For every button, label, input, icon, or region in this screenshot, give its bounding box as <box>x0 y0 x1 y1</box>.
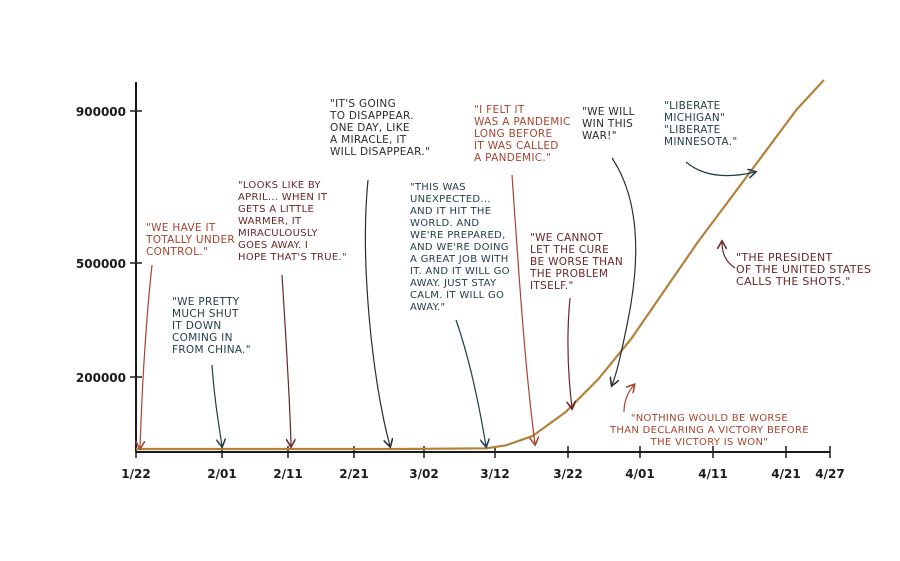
annotation-quote-3: "LOOKS LIKE BY APRIL... WHEN IT GETS A L… <box>238 180 347 263</box>
arrow-q10 <box>722 242 736 269</box>
annotation-quote-4: "IT'S GOING TO DISAPPEAR. ONE DAY, LIKE … <box>330 98 431 158</box>
arrow-q9 <box>685 161 755 176</box>
arrow-q4 <box>364 179 390 446</box>
x-tick-label: 3/02 <box>409 467 438 481</box>
annotation-quote-8: "WE WILL WIN THIS WAR!" <box>582 106 635 142</box>
x-tick-label: 2/21 <box>339 467 368 481</box>
x-tick-label: 3/22 <box>553 467 582 481</box>
arrow-q1 <box>140 264 153 448</box>
arrow-q5 <box>455 319 486 446</box>
annotation-quote-10: "THE PRESIDENT OF THE UNITED STATES CALL… <box>736 251 872 288</box>
x-tick-label: 4/21 <box>771 467 800 481</box>
x-tick-label: 1/22 <box>121 467 150 481</box>
annotation-quote-9: "LIBERATE MICHIGAN" "LIBERATE MINNESOTA.… <box>664 100 738 148</box>
x-axis-ticks: 1/22 2/01 2/11 2/21 3/02 3/12 3/22 4/01 4/11 4/21… <box>121 446 845 481</box>
x-tick-label: 3/12 <box>480 467 509 481</box>
x-tick-label: 4/11 <box>698 467 727 481</box>
x-tick-label: 2/11 <box>273 467 302 481</box>
x-tick-label: 4/27 <box>815 467 844 481</box>
annotation-quote-6: "I FELT IT WAS A PANDEMIC LONG BEFORE IT… <box>474 104 571 164</box>
arrow-q8 <box>612 157 637 385</box>
arrow-q7 <box>568 297 572 408</box>
x-tick-label: 4/01 <box>625 467 654 481</box>
arrow-q3 <box>281 274 291 446</box>
annotation-quote-11: "NOTHING WOULD BE WORSE THAN DECLARING A… <box>610 413 809 448</box>
y-tick-label: 200000 <box>76 371 126 385</box>
y-tick-label: 500000 <box>76 257 126 271</box>
arrow-q2 <box>211 364 222 446</box>
annotation-quote-7: "WE CANNOT LET THE CURE BE WORSE THAN TH… <box>530 232 624 292</box>
annotation-quote-1: "WE HAVE IT TOTALLY UNDER CONTROL." <box>146 222 235 258</box>
annotation-quote-5: "THIS WAS UNEXPECTED... AND IT HIT THE W… <box>410 182 510 313</box>
annotation-quote-2: "WE PRETTY MUCH SHUT IT DOWN COMING IN F… <box>172 296 251 356</box>
x-tick-label: 2/01 <box>207 467 236 481</box>
arrow-q6 <box>511 174 535 444</box>
arrow-q11 <box>623 385 634 413</box>
y-tick-label: 900000 <box>76 105 126 119</box>
y-axis-ticks: 900000 500000 200000 <box>76 105 142 385</box>
